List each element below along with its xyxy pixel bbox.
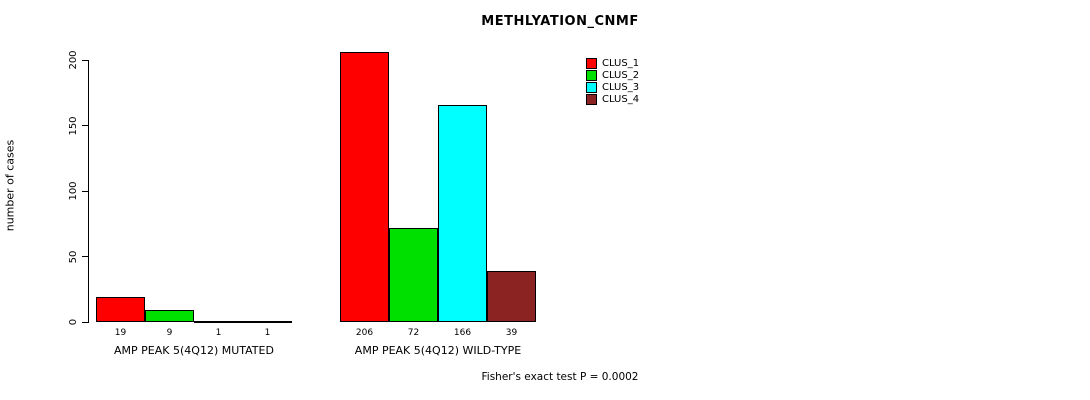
legend-label: CLUS_1 bbox=[602, 58, 640, 69]
legend-row: CLUS_1 bbox=[586, 58, 639, 69]
y-tick-label: 0 bbox=[68, 318, 79, 326]
bar-clus_4-group2 bbox=[487, 270, 536, 322]
bar-value-label: 19 bbox=[114, 328, 127, 338]
legend-row: CLUS_2 bbox=[586, 70, 639, 81]
legend-row: CLUS_4 bbox=[586, 94, 639, 105]
y-tick-mark bbox=[82, 256, 88, 257]
y-tick-mark bbox=[82, 125, 88, 126]
legend-swatch-clus_3 bbox=[586, 82, 597, 93]
bar-value-label: 1 bbox=[215, 328, 222, 338]
y-tick-label: 150 bbox=[68, 115, 79, 136]
bar-clus_4-group1 bbox=[243, 320, 292, 323]
bar-value-label: 206 bbox=[355, 328, 374, 338]
category-label: AMP PEAK 5(4Q12) WILD-TYPE bbox=[354, 344, 522, 357]
bar-clus_1-group2 bbox=[340, 52, 389, 322]
bar-clus_2-group1 bbox=[145, 310, 194, 322]
stat-test-annotation: Fisher's exact test P = 0.0002 bbox=[481, 371, 639, 383]
y-tick-label: 100 bbox=[68, 181, 79, 201]
bar-value-label: 1 bbox=[264, 328, 271, 338]
bar-value-label: 9 bbox=[166, 328, 173, 338]
bar-value-label: 39 bbox=[505, 328, 518, 338]
legend-swatch-clus_2 bbox=[586, 70, 597, 81]
y-tick-mark bbox=[82, 59, 88, 61]
legend-label: CLUS_4 bbox=[602, 94, 640, 105]
y-tick-label: 50 bbox=[68, 250, 79, 263]
y-tick-mark bbox=[82, 190, 88, 192]
legend-label: CLUS_2 bbox=[602, 70, 640, 81]
bar-value-label: 72 bbox=[407, 328, 420, 338]
y-axis-line bbox=[88, 60, 89, 323]
y-axis-label: number of cases bbox=[3, 139, 17, 232]
y-tick-mark bbox=[82, 321, 88, 323]
bar-value-label: 166 bbox=[453, 328, 472, 338]
bar-clus_3-group2 bbox=[438, 104, 487, 322]
chart-title: METHLYATION_CNMF bbox=[481, 14, 639, 29]
bar-clus_3-group1 bbox=[194, 320, 243, 323]
legend-swatch-clus_4 bbox=[586, 94, 597, 105]
legend: CLUS_1 CLUS_2 CLUS_3 CLUS_4 bbox=[586, 58, 639, 106]
bar-clus_1-group1 bbox=[96, 297, 145, 322]
bar-clus_2-group2 bbox=[389, 227, 438, 322]
legend-swatch-clus_1 bbox=[586, 58, 597, 69]
y-tick-label: 200 bbox=[68, 50, 79, 70]
legend-label: CLUS_3 bbox=[602, 82, 640, 93]
legend-row: CLUS_3 bbox=[586, 82, 639, 93]
category-label: AMP PEAK 5(4Q12) MUTATED bbox=[114, 344, 274, 357]
